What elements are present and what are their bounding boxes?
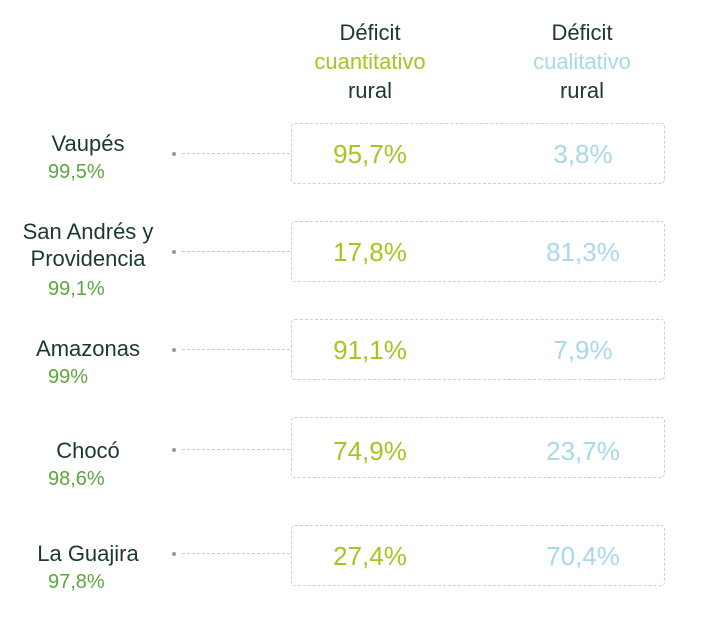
qualitative-value: 23,7% — [546, 436, 620, 466]
value-box — [291, 221, 665, 282]
value-box — [291, 525, 665, 586]
qualitative-value: 3,8% — [553, 139, 613, 169]
qualitative-value: 7,9% — [553, 335, 613, 365]
department-name: Chocó — [56, 438, 120, 463]
header-quantitative-line1: Déficit — [339, 20, 401, 45]
header-qualitative-line2: cualitativo — [533, 49, 631, 74]
leader-dot — [172, 448, 176, 452]
leader-dot — [172, 348, 176, 352]
value-box — [291, 417, 665, 478]
table-row-amazonas: Amazonas 99% 91,1% 7,9% — [0, 318, 702, 388]
leader-line — [182, 349, 290, 350]
leader-dot — [172, 552, 176, 556]
quantitative-value: 91,1% — [333, 335, 407, 365]
department-name: Amazonas — [36, 336, 140, 361]
table-row-san-andres: San Andrés y Providencia 99,1% 17,8% 81,… — [0, 219, 702, 300]
header-quantitative-line2: cuantitativo — [314, 49, 426, 74]
value-box — [291, 123, 665, 184]
quantitative-value: 95,7% — [333, 139, 407, 169]
department-name: La Guajira — [37, 541, 139, 566]
leader-line — [182, 251, 290, 252]
quantitative-value: 27,4% — [333, 541, 407, 571]
leader-line — [182, 553, 290, 554]
value-box — [291, 319, 665, 380]
leader-line — [182, 153, 290, 154]
qualitative-value: 70,4% — [546, 541, 620, 571]
department-percent: 98,6% — [48, 468, 105, 490]
header-qualitative: Déficit cualitativo rural — [482, 18, 682, 105]
header-qualitative-line1: Déficit — [551, 20, 613, 45]
table-row-la-guajira: La Guajira 97,8% 27,4% 70,4% — [0, 524, 702, 593]
department-percent: 99,5% — [48, 161, 105, 183]
header-quantitative-line3: rural — [347, 78, 392, 103]
department-name: San Andrés y Providencia — [22, 219, 154, 271]
department-percent: 97,8% — [48, 571, 105, 593]
table-row-vaupes: Vaupés 99,5% 95,7% 3,8% — [0, 122, 702, 186]
department-name: Vaupés — [51, 131, 125, 156]
department-percent: 99,1% — [48, 278, 105, 300]
leader-dot — [172, 250, 176, 254]
leader-dot — [172, 152, 176, 156]
leader-line — [182, 449, 290, 450]
quantitative-value: 17,8% — [333, 237, 407, 267]
qualitative-value: 81,3% — [546, 237, 620, 267]
quantitative-value: 74,9% — [333, 436, 407, 466]
header-quantitative: Déficit cuantitativo rural — [270, 18, 470, 105]
department-percent: 99% — [48, 366, 89, 388]
header-qualitative-line3: rural — [559, 78, 604, 103]
table-row-choco: Chocó 98,6% 74,9% 23,7% — [0, 416, 702, 490]
